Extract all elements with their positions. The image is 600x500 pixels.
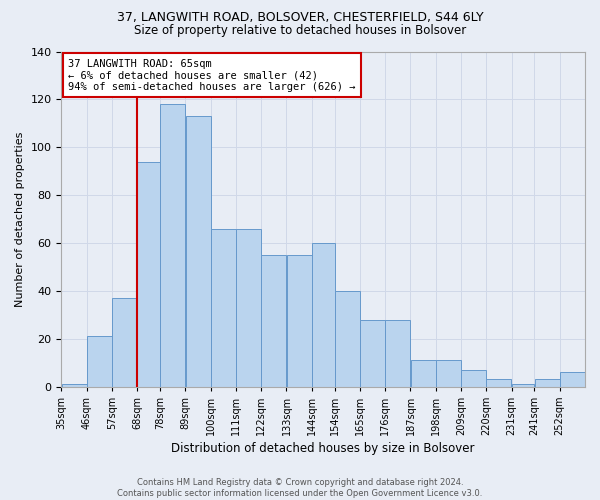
Bar <box>461 370 486 386</box>
Bar <box>287 255 311 386</box>
Bar <box>512 384 535 386</box>
Text: Contains HM Land Registry data © Crown copyright and database right 2024.
Contai: Contains HM Land Registry data © Crown c… <box>118 478 482 498</box>
Bar <box>312 243 335 386</box>
Bar <box>160 104 185 387</box>
Bar <box>236 228 261 386</box>
Bar <box>62 384 86 386</box>
Bar <box>560 372 585 386</box>
Bar <box>185 116 211 386</box>
Text: Size of property relative to detached houses in Bolsover: Size of property relative to detached ho… <box>134 24 466 37</box>
Text: 37, LANGWITH ROAD, BOLSOVER, CHESTERFIELD, S44 6LY: 37, LANGWITH ROAD, BOLSOVER, CHESTERFIEL… <box>116 11 484 24</box>
Bar <box>112 298 137 386</box>
Bar <box>436 360 461 386</box>
Bar <box>535 380 560 386</box>
Bar <box>410 360 436 386</box>
Bar <box>360 320 385 386</box>
Bar <box>262 255 286 386</box>
Y-axis label: Number of detached properties: Number of detached properties <box>15 132 25 306</box>
Bar <box>335 291 360 386</box>
Bar <box>487 380 511 386</box>
Text: 37 LANGWITH ROAD: 65sqm
← 6% of detached houses are smaller (42)
94% of semi-det: 37 LANGWITH ROAD: 65sqm ← 6% of detached… <box>68 58 356 92</box>
Bar <box>211 228 236 386</box>
Bar <box>385 320 410 386</box>
Bar <box>137 162 160 386</box>
Bar <box>87 336 112 386</box>
X-axis label: Distribution of detached houses by size in Bolsover: Distribution of detached houses by size … <box>172 442 475 455</box>
